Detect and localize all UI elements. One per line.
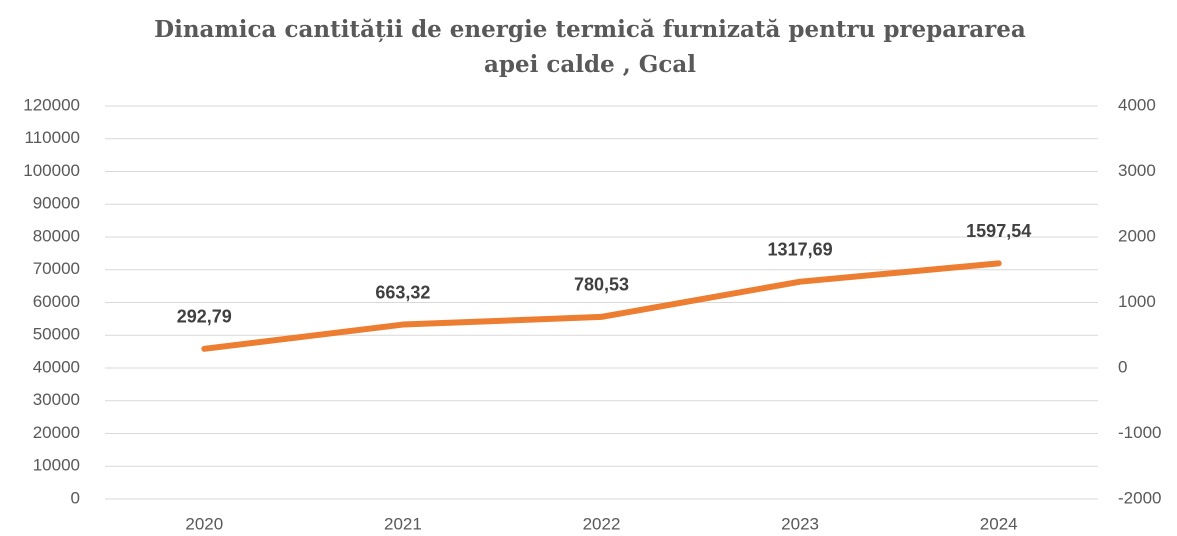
x-tick-label: 2024 [980,514,1018,533]
x-tick-label: 2022 [583,514,621,533]
chart-title: apei calde , Gcal [484,51,696,78]
data-label: 1317,69 [768,239,833,259]
y2-tick-label: 3000 [1118,161,1156,180]
y2-tick-label: 0 [1118,357,1127,376]
data-label: 780,53 [574,275,629,295]
x-tick-label: 2023 [781,514,819,533]
y2-tick-label: 2000 [1118,226,1156,245]
y-tick-label: 20000 [33,423,80,442]
y-tick-label: 110000 [25,128,80,147]
data-label: 292,79 [177,307,232,327]
y-tick-label: 80000 [33,226,80,245]
x-tick-label: 2020 [185,514,223,533]
y-tick-label: 0 [71,488,80,507]
y-tick-label: 60000 [33,292,80,311]
y2-tick-label: -1000 [1118,423,1161,442]
y-tick-label: 50000 [33,325,80,344]
y-tick-label: 120000 [23,95,80,114]
chart-title: Dinamica cantității de energie termică f… [154,16,1026,43]
y2-tick-label: -2000 [1118,488,1161,507]
x-tick-label: 2021 [384,514,422,533]
y2-tick-label: 1000 [1118,292,1156,311]
y-tick-label: 70000 [33,259,80,278]
y-tick-label: 90000 [33,194,80,213]
y-tick-label: 30000 [33,390,80,409]
data-label: 1597,54 [966,221,1031,241]
y-tick-label: 10000 [33,456,80,475]
data-label: 663,32 [375,282,430,302]
y-tick-label: 100000 [23,161,80,180]
line-series [201,260,1002,352]
y2-tick-label: 4000 [1118,95,1156,114]
y-tick-label: 40000 [33,357,80,376]
